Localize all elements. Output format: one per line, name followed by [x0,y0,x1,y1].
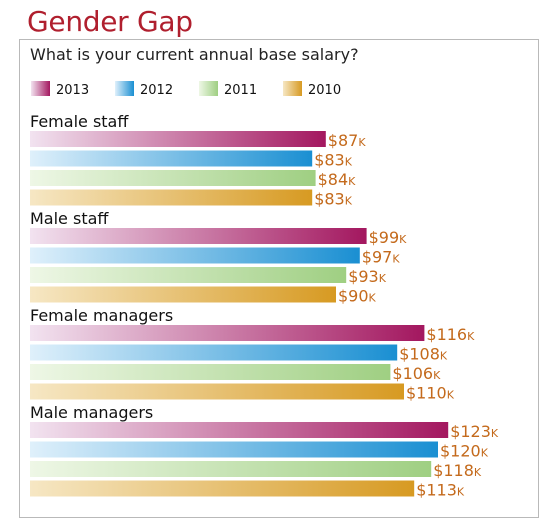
value-label-male-staff-2012: $97K [362,248,401,267]
legend-label-2012: 2012 [140,83,173,98]
value-label-female-staff-2012: $83K [314,151,353,170]
value-label-male-staff-2013: $99K [369,228,408,247]
legend-swatch-2013 [31,81,50,96]
legend-swatch-2011 [199,81,218,96]
bar-male-staff-2012 [30,247,360,264]
chart-title: Gender Gap [27,5,193,38]
group-label-male-managers: Male managers [30,403,153,422]
value-label-female-managers-2012: $108K [399,345,448,364]
bar-female-managers-2010 [30,383,404,400]
bar-male-managers-2010 [30,480,415,497]
value-label-female-managers-2013: $116K [426,325,475,344]
bar-male-staff-2013 [30,228,367,244]
bar-male-staff-2010 [30,286,336,303]
bar-male-managers-2012 [30,441,438,458]
value-label-female-managers-2011: $106K [392,364,441,383]
value-label-female-staff-2010: $83K [314,190,353,209]
legend-label-2013: 2013 [56,83,89,98]
legend: 2013 2012 2011 2010 [31,81,341,98]
group-label-female-staff: Female staff [30,112,129,131]
bar-female-managers-2013 [30,325,425,341]
value-label-male-staff-2010: $90K [338,287,377,306]
value-label-female-staff-2013: $87K [328,131,367,150]
group-label-male-staff: Male staff [30,209,109,228]
chart-frame [19,39,539,518]
bar-female-staff-2011 [30,170,316,186]
value-label-male-managers-2013: $123K [450,422,499,441]
bar-female-staff-2012 [30,150,313,167]
bar-male-managers-2013 [30,422,449,438]
legend-swatch-2010 [283,81,302,96]
bar-female-staff-2013 [30,131,326,147]
bar-male-staff-2011 [30,267,347,283]
value-label-female-managers-2010: $110K [406,384,455,403]
bar-female-staff-2010 [30,189,313,206]
group-label-female-managers: Female managers [30,306,173,325]
bar-female-managers-2012 [30,344,398,361]
value-label-female-staff-2011: $84K [318,170,357,189]
bar-male-managers-2011 [30,461,432,477]
legend-label-2010: 2010 [308,83,341,98]
legend-swatch-2012 [115,81,134,96]
value-label-male-managers-2012: $120K [440,442,489,461]
chart-subtitle: What is your current annual base salary? [30,45,359,64]
value-label-male-managers-2011: $118K [433,461,482,480]
legend-label-2011: 2011 [224,83,257,98]
bar-female-managers-2011 [30,364,391,380]
value-label-male-managers-2010: $113K [416,481,465,500]
value-label-male-staff-2011: $93K [348,267,387,286]
